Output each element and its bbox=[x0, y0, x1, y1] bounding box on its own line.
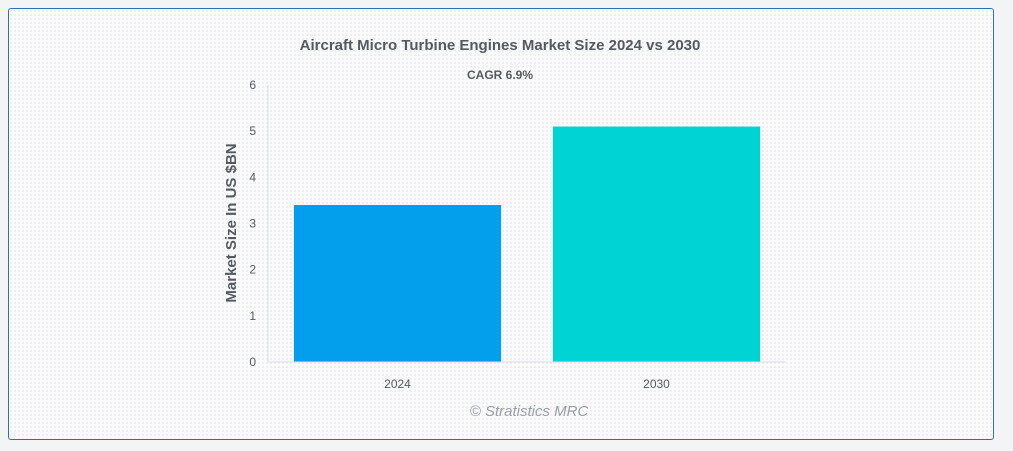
y-tick-label: 4 bbox=[249, 170, 256, 184]
y-tick-label: 6 bbox=[249, 78, 256, 92]
x-axis-ticks: 2024 2030 bbox=[384, 377, 670, 391]
y-tick-label: 1 bbox=[249, 309, 256, 323]
x-tick-label-2030: 2030 bbox=[643, 377, 670, 391]
credit-text: © Stratistics MRC bbox=[470, 403, 589, 420]
y-axis-label: Market Size In US $BN bbox=[223, 143, 240, 302]
y-axis-ticks: 0 1 2 3 4 5 6 bbox=[249, 78, 256, 369]
y-tick-label: 0 bbox=[249, 355, 256, 369]
y-tick-label: 2 bbox=[249, 263, 256, 277]
chart-subtitle: CAGR 6.9% bbox=[467, 68, 533, 82]
bars-group bbox=[293, 126, 761, 362]
bar-2024 bbox=[293, 205, 502, 362]
bar-2030 bbox=[552, 126, 761, 362]
y-tick-label: 3 bbox=[249, 217, 256, 231]
y-tick-label: 5 bbox=[249, 124, 256, 138]
x-tick-label-2024: 2024 bbox=[384, 377, 411, 391]
chart-title: Aircraft Micro Turbine Engines Market Si… bbox=[300, 37, 701, 54]
